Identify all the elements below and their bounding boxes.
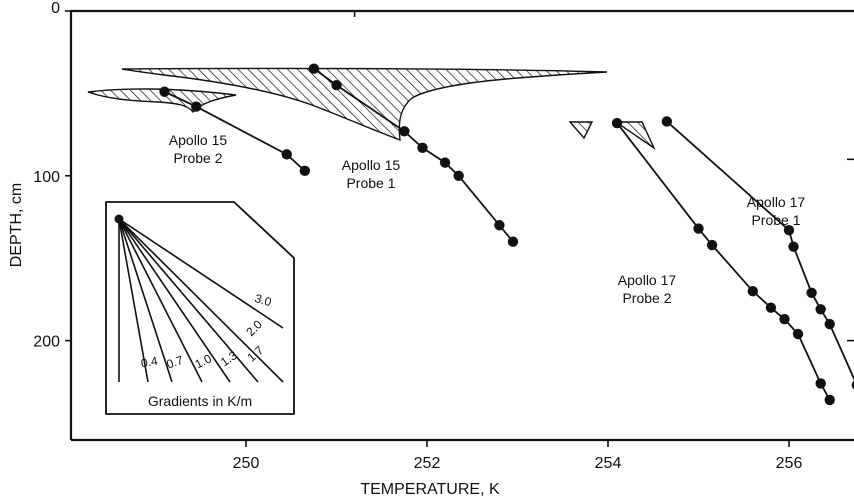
plot-frame <box>69 9 854 442</box>
data-point <box>824 318 835 330</box>
gradient-ray <box>118 218 231 383</box>
gradient-ray <box>118 218 203 383</box>
data-point <box>661 116 673 127</box>
data-point <box>399 126 410 137</box>
data-point <box>792 328 804 340</box>
series-line-2 <box>313 67 514 243</box>
series-label-apollo15-probe2-line1: Apollo 15 <box>169 132 228 148</box>
gradient-label: 3.0 <box>253 291 273 309</box>
data-point <box>159 86 170 97</box>
data-point <box>788 241 799 252</box>
series-label-apollo17-probe1-line2: Probe 1 <box>751 212 800 228</box>
data-point <box>806 287 817 299</box>
data-point <box>331 79 342 91</box>
x-tick-label: 256 <box>776 455 803 472</box>
gradient-ray <box>118 218 173 383</box>
data-point <box>815 304 826 315</box>
series-label-apollo15-probe1-line1: Apollo 15 <box>342 157 401 173</box>
series-labels: Apollo 15 Probe 2 Apollo 15 Probe 1 Apol… <box>169 132 806 306</box>
series-line-3 <box>616 122 831 401</box>
hatch-region-apollo17-probe1 <box>613 121 656 151</box>
x-tick-label: 254 <box>595 455 622 472</box>
series-label-apollo15-probe1-line2: Probe 1 <box>346 175 395 191</box>
inset-caption: Gradients in K/m <box>148 393 252 409</box>
series-label-apollo17-probe2-line1: Apollo 17 <box>618 272 677 288</box>
gradient-ray <box>118 218 149 383</box>
data-point <box>783 224 795 236</box>
data-point <box>281 149 292 160</box>
data-point <box>611 117 623 129</box>
data-point <box>765 302 777 313</box>
gradient-label: 0.4 <box>140 354 159 371</box>
gradient-inset: 0.40.71.01.31.72.03.0 Gradients in K/m <box>105 201 295 415</box>
data-point <box>299 165 311 177</box>
gradient-label: 0.7 <box>165 353 186 372</box>
x-tick-label: 252 <box>414 455 441 472</box>
data-point <box>824 394 835 406</box>
x-tick-label: 250 <box>233 455 260 472</box>
y-tick-label: 100 <box>33 169 60 186</box>
gradient-ray <box>118 218 259 383</box>
data-point <box>815 378 826 389</box>
gradient-ray <box>118 218 284 329</box>
data-point <box>851 380 854 390</box>
gradient-ray <box>118 218 284 383</box>
data-point <box>779 313 790 325</box>
series-label-apollo15-probe2-line2: Probe 2 <box>173 150 222 166</box>
series-line-4 <box>666 120 854 381</box>
gradient-rays: 0.40.71.01.31.72.03.0 <box>114 214 284 383</box>
series-layer <box>159 63 854 406</box>
data-point <box>693 223 704 234</box>
data-point <box>507 236 519 247</box>
data-point <box>439 157 451 168</box>
data-point <box>453 170 464 181</box>
y-tick-label: 200 <box>33 334 60 351</box>
y-axis-title: DEPTH, cm <box>8 183 25 267</box>
data-point <box>706 239 718 251</box>
y-tick-label: 0 <box>51 0 60 17</box>
series-label-apollo17-probe2-line2: Probe 2 <box>622 290 671 306</box>
axis-ticks: 250 252 254 256 0 100 200 <box>33 0 854 472</box>
x-axis-title: TEMPERATURE, K <box>360 481 500 498</box>
data-point <box>308 63 320 74</box>
series-line-1 <box>164 90 306 172</box>
data-point <box>747 285 758 297</box>
series-label-apollo17-probe1-line1: Apollo 17 <box>747 194 806 210</box>
data-point <box>494 220 505 231</box>
gradient-label: 1.0 <box>193 351 215 371</box>
inset-box <box>105 201 295 415</box>
data-point <box>417 142 428 153</box>
hatch-region-apollo17-probe2 <box>568 121 594 140</box>
data-point <box>191 101 202 112</box>
